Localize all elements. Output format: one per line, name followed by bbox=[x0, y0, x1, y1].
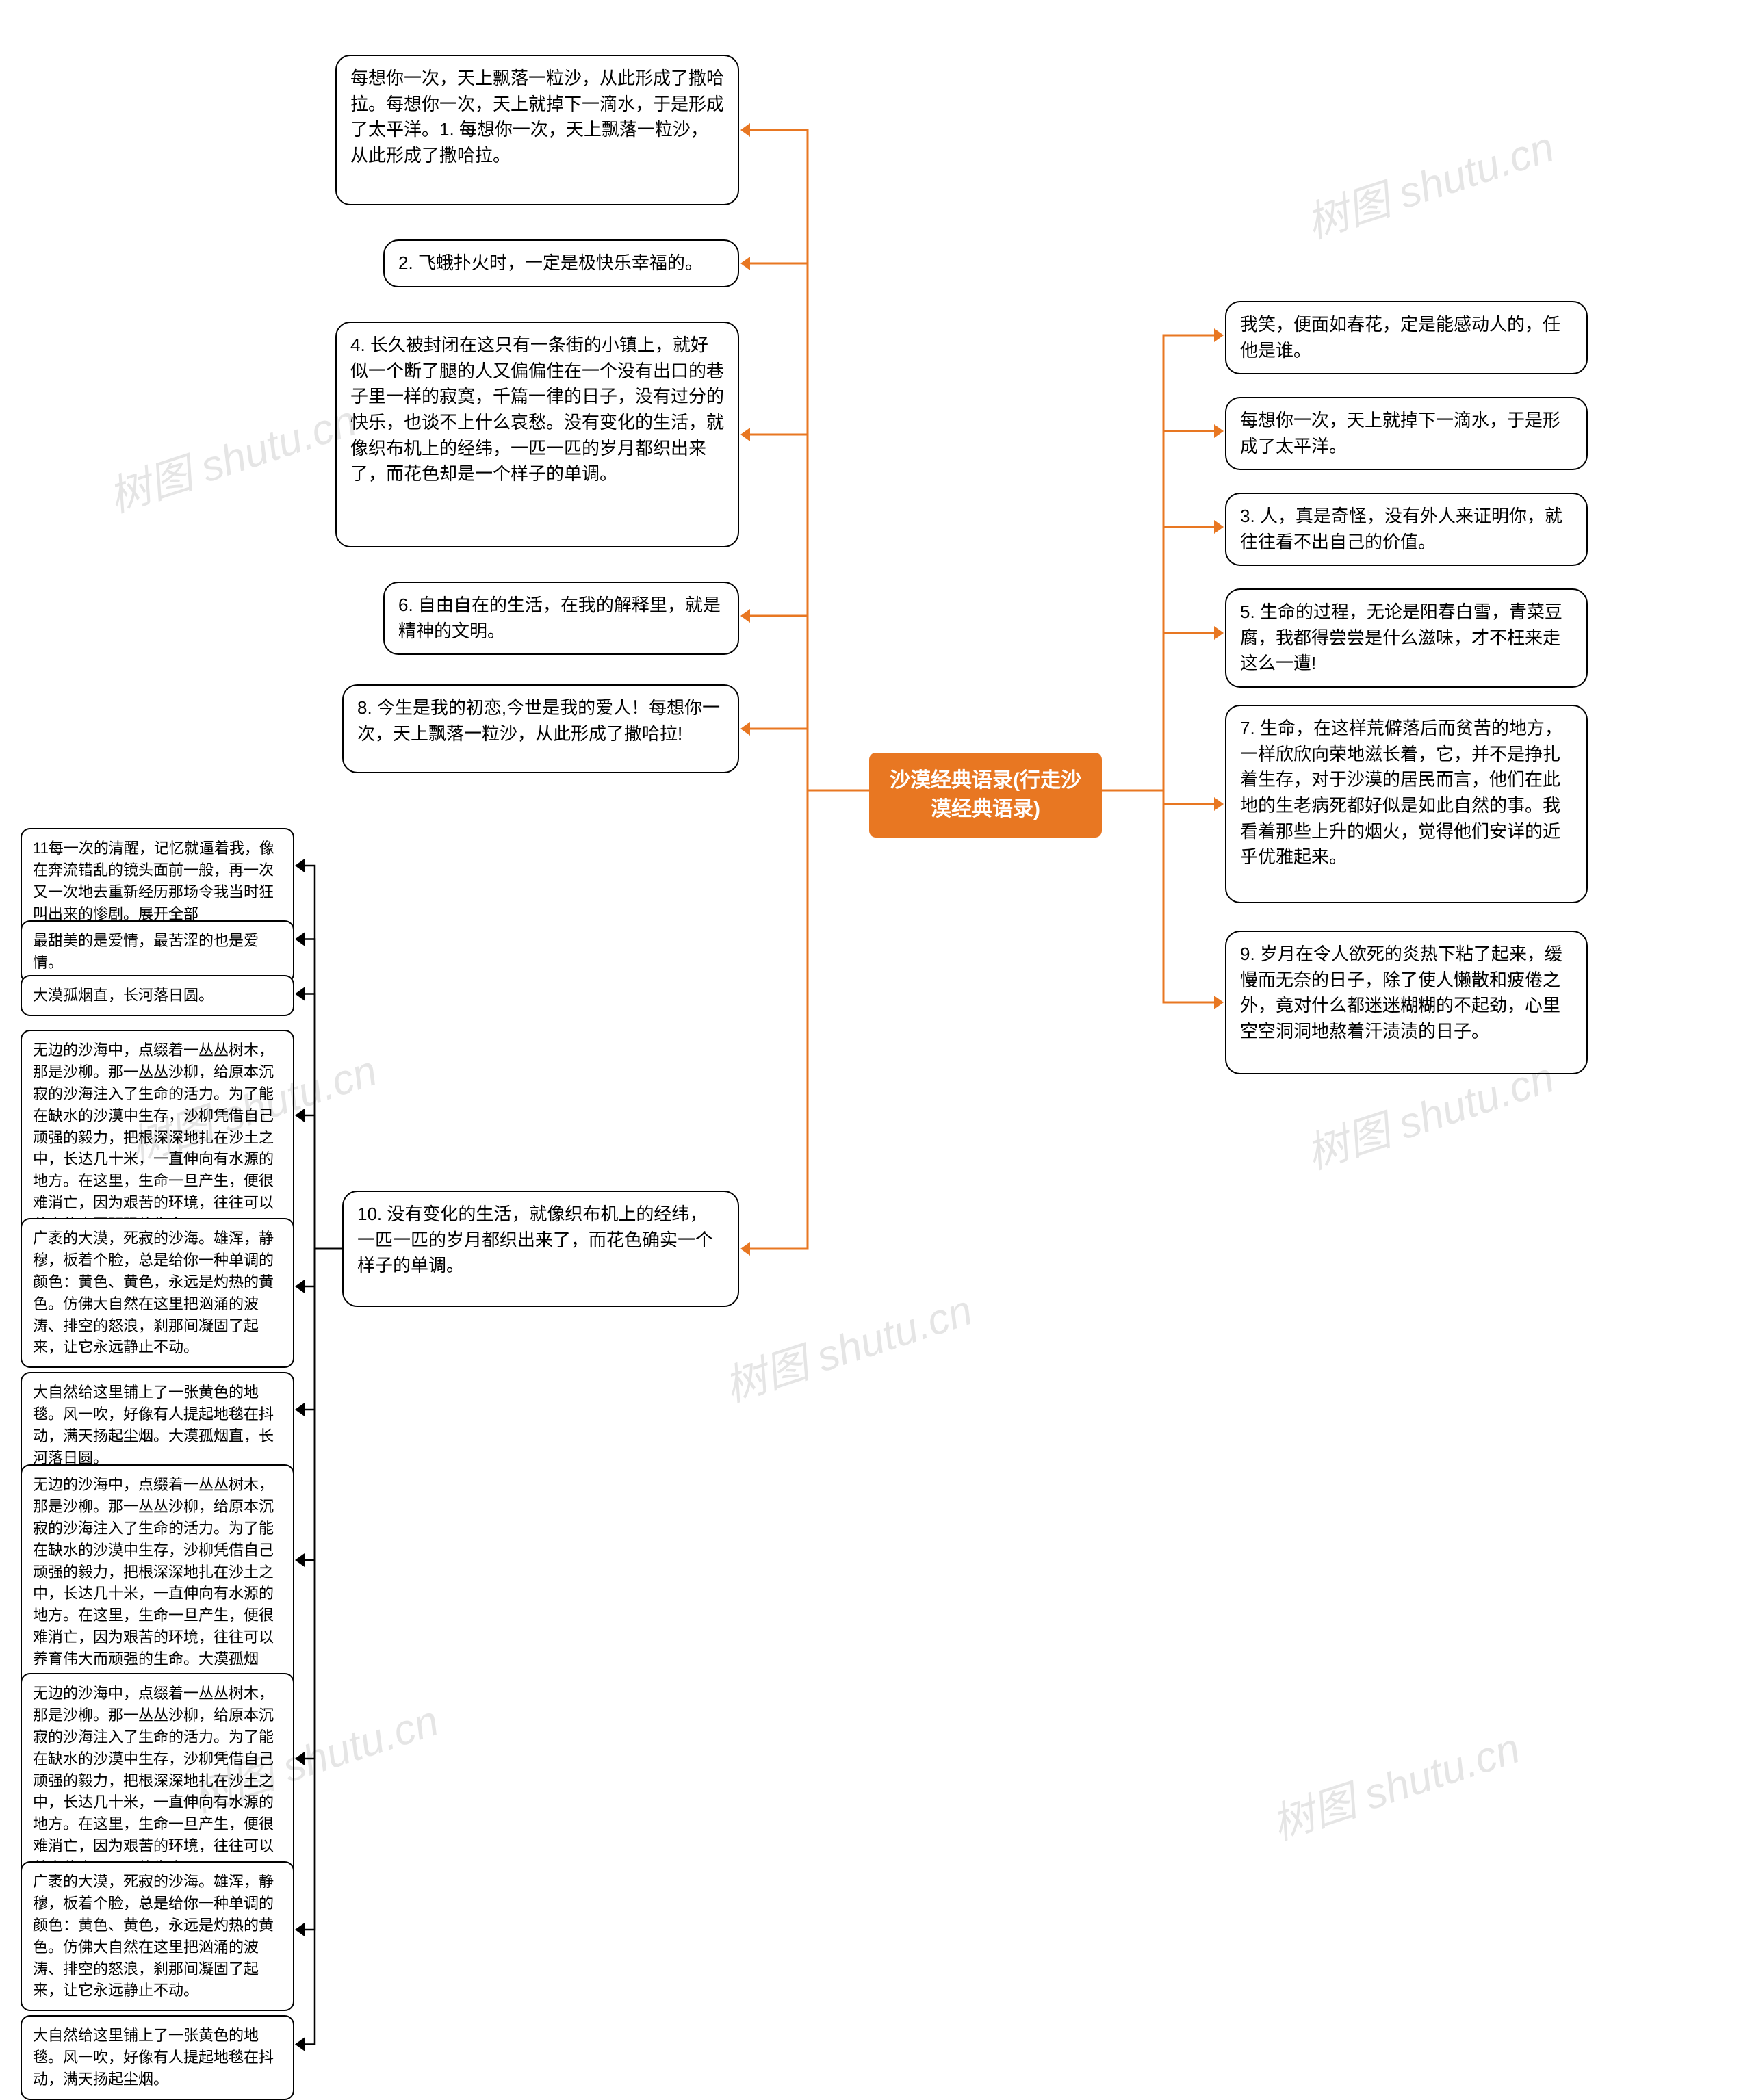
left-sub-node-7: 无边的沙海中，点缀着一丛丛树木，那是沙柳。那一丛丛沙柳，给原本沉寂的沙海注入了生… bbox=[21, 1673, 294, 1889]
left-sub-node-5: 大自然给这里铺上了一张黄色的地毯。风一吹，好像有人提起地毯在抖动，满天扬起尘烟。… bbox=[21, 1372, 294, 1479]
right-node-5: 9. 岁月在令人欲死的炎热下粘了起来，缓慢而无奈的日子，除了使人懒散和疲倦之外，… bbox=[1225, 931, 1588, 1074]
right-node-3: 5. 生命的过程，无论是阳春白雪，青菜豆腐，我都得尝尝是什么滋味，才不枉来走这么… bbox=[1225, 588, 1588, 688]
watermark: 树图 shutu.cn bbox=[715, 1275, 979, 1414]
left-node-3: 6. 自由自在的生活，在我的解释里，就是精神的文明。 bbox=[383, 582, 739, 655]
left-sub-node-6: 无边的沙海中，点缀着一丛丛树木，那是沙柳。那一丛丛沙柳，给原本沉寂的沙海注入了生… bbox=[21, 1464, 294, 1702]
right-node-0: 我笑，便面如春花，定是能感动人的，任他是谁。 bbox=[1225, 301, 1588, 374]
left-sub-node-4: 广袤的大漠，死寂的沙海。雄浑，静穆，板着个脸，总是给你一种单调的颜色：黄色、黄色… bbox=[21, 1218, 294, 1368]
left-sub-node-2: 大漠孤烟直，长河落日圆。 bbox=[21, 975, 294, 1016]
right-node-4: 7. 生命，在这样荒僻落后而贫苦的地方，一样欣欣向荣地滋长着，它，并不是挣扎着生… bbox=[1225, 705, 1588, 903]
left-sub-node-0: 11每一次的清醒，记忆就逼着我，像在奔流错乱的镜头面前一般，再一次又一次地去重新… bbox=[21, 828, 294, 935]
left-node-0: 每想你一次，天上飘落一粒沙，从此形成了撒哈拉。每想你一次，天上就掉下一滴水，于是… bbox=[335, 55, 739, 205]
left-sub-node-8: 广袤的大漠，死寂的沙海。雄浑，静穆，板着个脸，总是给你一种单调的颜色：黄色、黄色… bbox=[21, 1861, 294, 2011]
left-sub-node-1: 最甜美的是爱情，最苦涩的也是爱情。 bbox=[21, 920, 294, 983]
watermark: 树图 shutu.cn bbox=[1263, 1713, 1526, 1852]
left-node-1: 2. 飞蛾扑火时，一定是极快乐幸福的。 bbox=[383, 239, 739, 287]
right-node-2: 3. 人，真是奇怪，没有外人来证明你，就往往看不出自己的价值。 bbox=[1225, 493, 1588, 566]
left-sub-node-3: 无边的沙海中，点缀着一丛丛树木，那是沙柳。那一丛丛沙柳，给原本沉寂的沙海注入了生… bbox=[21, 1030, 294, 1245]
left-node-5: 10. 没有变化的生活，就像织布机上的经纬，一匹一匹的岁月都织出来了，而花色确实… bbox=[342, 1191, 739, 1307]
left-node-2: 4. 长久被封闭在这只有一条街的小镇上，就好似一个断了腿的人又偏偏住在一个没有出… bbox=[335, 322, 739, 547]
left-node-4: 8. 今生是我的初恋,今世是我的爱人！每想你一次，天上飘落一粒沙，从此形成了撒哈… bbox=[342, 684, 739, 773]
watermark: 树图 shutu.cn bbox=[99, 386, 363, 524]
left-sub-node-9: 大自然给这里铺上了一张黄色的地毯。风一吹，好像有人提起地毯在抖动，满天扬起尘烟。 bbox=[21, 2015, 294, 2100]
root-node: 沙漠经典语录(行走沙漠经典语录) bbox=[869, 753, 1102, 838]
watermark: 树图 shutu.cn bbox=[1297, 112, 1560, 250]
right-node-1: 每想你一次，天上就掉下一滴水，于是形成了太平洋。 bbox=[1225, 397, 1588, 470]
